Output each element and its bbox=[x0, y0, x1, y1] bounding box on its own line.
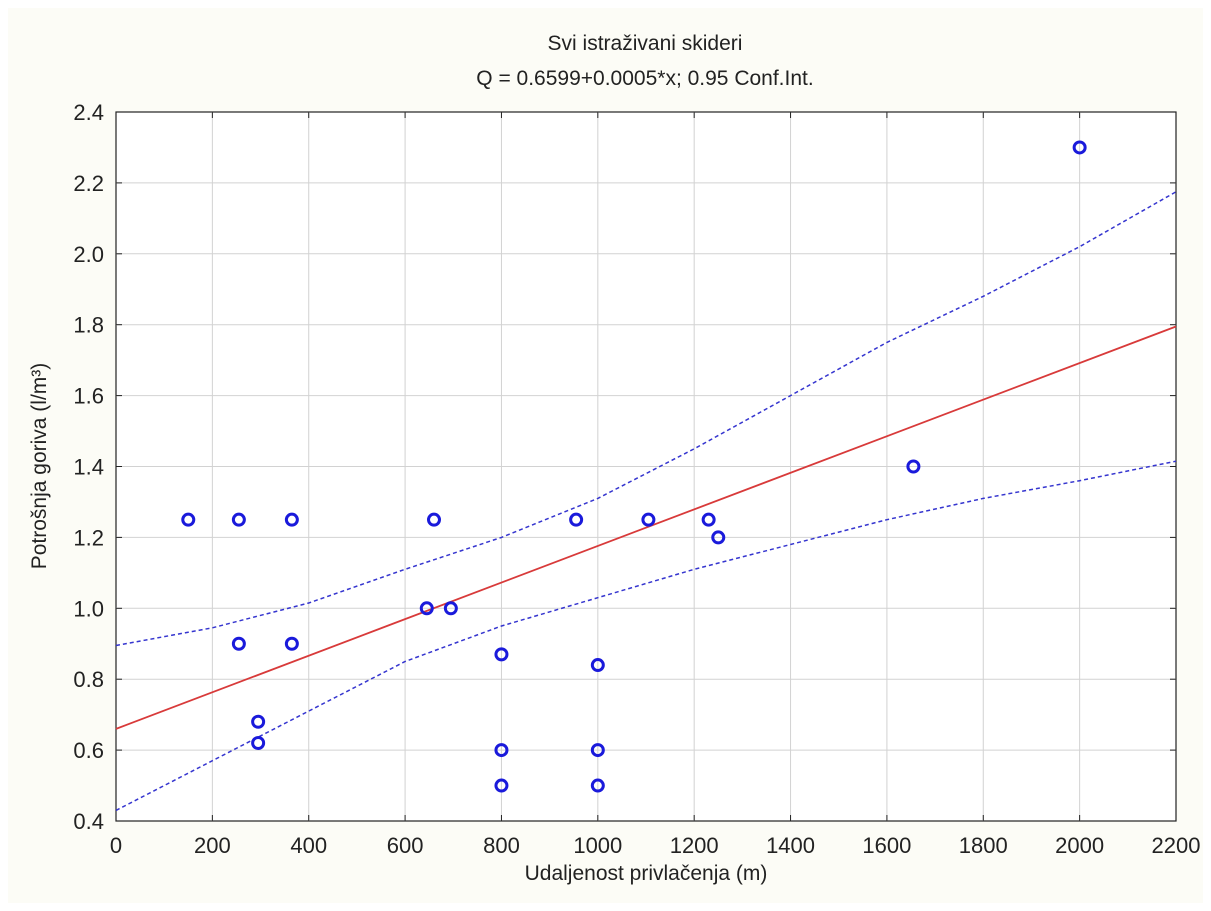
data-point bbox=[251, 736, 266, 751]
y-tick-label: 0.4 bbox=[73, 809, 104, 834]
y-tick-label: 1.8 bbox=[73, 313, 104, 338]
data-point bbox=[494, 743, 509, 758]
y-tick-label: 1.0 bbox=[73, 596, 104, 621]
data-point bbox=[494, 647, 509, 662]
x-tick-label: 2000 bbox=[1055, 833, 1104, 858]
y-tick-label: 1.2 bbox=[73, 525, 104, 550]
y-tick-label: 0.6 bbox=[73, 738, 104, 763]
data-point bbox=[284, 512, 299, 527]
x-tick-label: 200 bbox=[194, 833, 231, 858]
data-point bbox=[443, 601, 458, 616]
y-tick-label: 0.8 bbox=[73, 667, 104, 692]
y-tick-label: 2.2 bbox=[73, 171, 104, 196]
chart-frame: 0 200 400 600 800 1000 1200 1400 1600 1800 2000 220… bbox=[8, 8, 1203, 903]
data-point bbox=[494, 778, 509, 793]
data-point bbox=[590, 743, 605, 758]
chart-title: Svi istraživani skideri bbox=[548, 32, 743, 55]
data-point bbox=[906, 459, 921, 474]
data-point bbox=[590, 778, 605, 793]
data-point bbox=[701, 512, 716, 527]
x-tick-label: 600 bbox=[387, 833, 424, 858]
grid bbox=[116, 112, 1176, 821]
x-tick-label: 1000 bbox=[573, 833, 622, 858]
data-point bbox=[231, 636, 246, 651]
data-point bbox=[284, 636, 299, 651]
data-point bbox=[711, 530, 726, 545]
x-tick-label: 1200 bbox=[670, 833, 719, 858]
y-tick-label: 1.6 bbox=[73, 384, 104, 409]
data-point bbox=[231, 512, 246, 527]
data-points bbox=[181, 140, 1087, 793]
regression-line bbox=[115, 325, 1177, 730]
y-tick-label: 2.4 bbox=[73, 100, 104, 125]
data-point bbox=[419, 601, 434, 616]
data-point bbox=[181, 512, 196, 527]
x-tick-label: 400 bbox=[290, 833, 327, 858]
y-tick-label: 1.4 bbox=[73, 455, 104, 480]
x-tick-label: 1400 bbox=[766, 833, 815, 858]
data-point bbox=[251, 714, 266, 729]
data-point bbox=[590, 658, 605, 673]
confidence-band bbox=[115, 191, 1177, 812]
x-tick-label: 0 bbox=[110, 833, 122, 858]
x-tick-label: 800 bbox=[483, 833, 520, 858]
data-point bbox=[1072, 140, 1087, 155]
regression-line-group bbox=[115, 325, 1177, 730]
x-axis-ticks: 0 200 400 600 800 1000 1200 1400 1600 1800 2000 220… bbox=[110, 112, 1201, 858]
y-axis-label: Potrošnja goriva (l/m³) bbox=[28, 363, 51, 570]
y-tick-label: 2.0 bbox=[73, 242, 104, 267]
scatter-chart: 0 200 400 600 800 1000 1200 1400 1600 1800 2000 220… bbox=[28, 32, 1201, 885]
data-point bbox=[569, 512, 584, 527]
x-tick-label: 2200 bbox=[1152, 833, 1201, 858]
data-point bbox=[427, 512, 441, 527]
x-axis-label: Udaljenost privlačenja (m) bbox=[525, 862, 768, 885]
data-point bbox=[641, 512, 656, 527]
confidence-lower-line bbox=[115, 460, 1177, 812]
x-tick-label: 1600 bbox=[862, 833, 911, 858]
y-axis-ticks: 0.4 0.6 0.8 1.0 1.2 1.4 1.6 1.8 2.0 2.2 2.4 bbox=[73, 100, 1176, 834]
x-tick-label: 1800 bbox=[959, 833, 1008, 858]
chart-subtitle: Q = 0.6599+0.0005*x; 0.95 Conf.Int. bbox=[476, 67, 813, 90]
